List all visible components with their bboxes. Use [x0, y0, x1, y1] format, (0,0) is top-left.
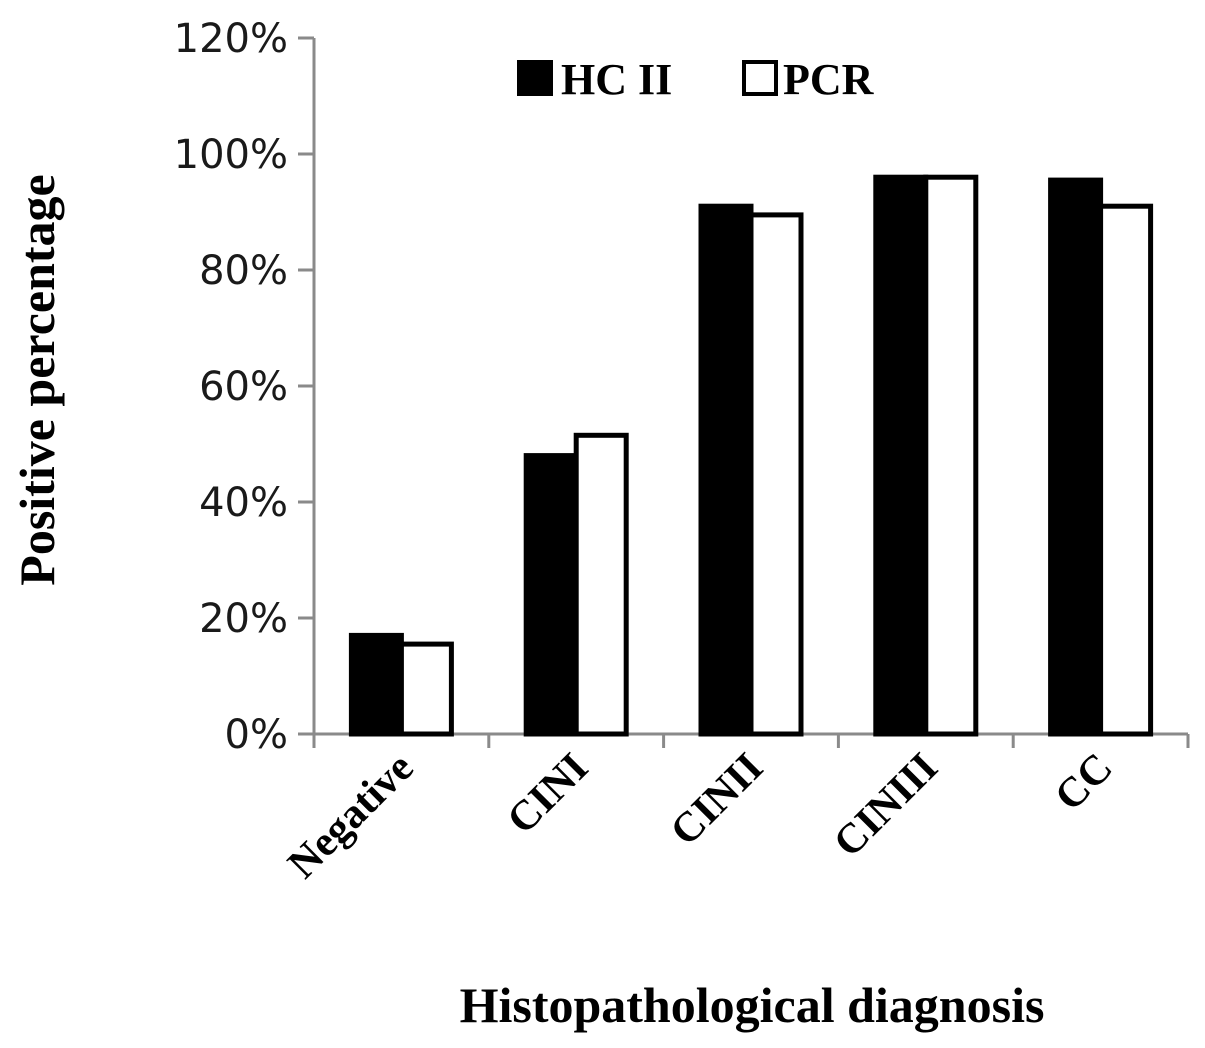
- y-axis: 0% 20% 40% 60% 80% 100% 120%: [174, 16, 316, 758]
- x-axis-title: Histopathological diagnosis: [460, 977, 1045, 1033]
- x-tick-label: CINI: [499, 745, 598, 844]
- bar-hcii-negative: [348, 632, 404, 737]
- x-tick-label: Negative: [279, 745, 422, 888]
- y-axis-title: Positive percentage: [9, 174, 65, 585]
- y-tick-label: 100%: [174, 132, 288, 178]
- y-tick-label: 40%: [199, 480, 288, 526]
- category-labels: Negative CINI CINII CINIII CC: [279, 745, 1121, 888]
- bar-pcr-negative: [398, 641, 454, 737]
- bar-pcr-cc: [1098, 203, 1154, 737]
- bars: [348, 174, 1154, 737]
- y-tick-label: 60%: [199, 364, 288, 410]
- legend-swatch-pcr: [742, 60, 778, 96]
- legend: HC II PCR: [517, 55, 875, 104]
- bar-hcii-cc: [1048, 177, 1104, 737]
- legend-label-pcr: PCR: [783, 55, 875, 104]
- y-tick-label: 0%: [225, 712, 288, 758]
- x-tick-label: CINIII: [825, 745, 947, 867]
- bar-hcii-cini: [523, 453, 579, 737]
- bar-pcr-cini: [573, 432, 629, 737]
- legend-label-hcii: HC II: [561, 55, 672, 104]
- legend-swatch-hcii: [517, 60, 553, 96]
- bar-pcr-cinii: [748, 212, 804, 737]
- x-tick-label: CINII: [662, 745, 772, 855]
- bar-hcii-ciniii: [873, 174, 929, 737]
- y-tick-label: 80%: [199, 248, 288, 294]
- bar-hcii-cinii: [698, 203, 754, 737]
- bar-pcr-ciniii: [923, 174, 979, 737]
- y-tick-label: 20%: [199, 596, 288, 642]
- y-tick-label: 120%: [174, 16, 288, 62]
- x-tick-label: CC: [1046, 745, 1121, 820]
